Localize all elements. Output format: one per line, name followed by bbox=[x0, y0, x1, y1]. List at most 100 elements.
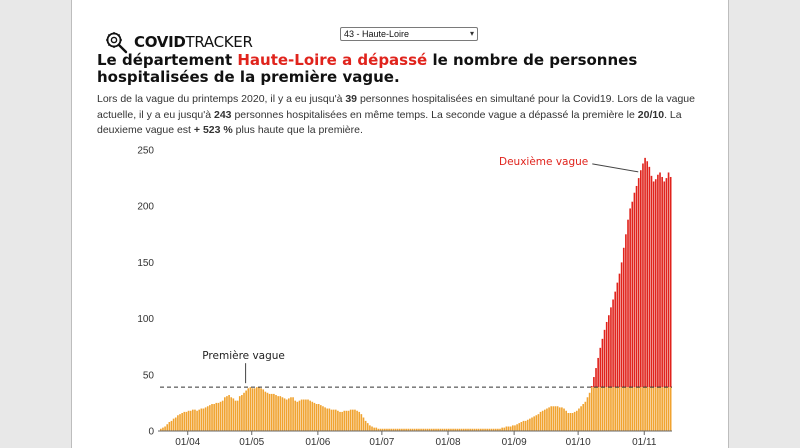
bar bbox=[360, 414, 363, 431]
bar bbox=[584, 401, 587, 431]
bar bbox=[420, 428, 422, 431]
bar bbox=[492, 428, 495, 431]
bar-excess bbox=[595, 368, 597, 388]
bar bbox=[622, 387, 625, 431]
bar bbox=[595, 387, 597, 431]
bar-excess bbox=[625, 234, 627, 388]
bar bbox=[507, 426, 510, 431]
bar bbox=[320, 405, 322, 431]
bar bbox=[177, 415, 179, 431]
bar-excess bbox=[657, 174, 659, 388]
bar bbox=[313, 402, 316, 431]
bar bbox=[317, 404, 320, 431]
bar bbox=[637, 387, 640, 431]
bar bbox=[302, 399, 305, 431]
x-tick-label: 01/10 bbox=[566, 437, 591, 448]
bar bbox=[198, 409, 201, 431]
bar bbox=[281, 397, 284, 431]
bar bbox=[465, 428, 467, 431]
bar bbox=[659, 387, 661, 431]
summary-paragraph: Lors de la vague du printemps 2020, il y… bbox=[97, 93, 695, 136]
bar bbox=[620, 387, 623, 431]
bar bbox=[379, 428, 382, 431]
bar bbox=[300, 399, 303, 431]
bar bbox=[541, 410, 544, 431]
bar bbox=[490, 428, 493, 431]
bar-excess bbox=[650, 175, 653, 388]
bar bbox=[435, 428, 437, 431]
bar bbox=[599, 387, 602, 431]
bar-excess bbox=[663, 181, 666, 388]
bar bbox=[407, 428, 410, 431]
bar bbox=[396, 428, 399, 431]
first-peak-value: 39 bbox=[345, 93, 358, 105]
bar bbox=[285, 399, 288, 431]
bar bbox=[405, 428, 407, 431]
second-wave-pointer bbox=[592, 163, 639, 173]
bar bbox=[669, 387, 672, 431]
bar bbox=[480, 428, 482, 431]
bar bbox=[499, 428, 501, 431]
x-tick-label: 01/05 bbox=[239, 437, 264, 448]
bar-excess bbox=[631, 201, 634, 388]
bar bbox=[413, 428, 416, 431]
bar-excess bbox=[612, 299, 614, 388]
bar bbox=[618, 387, 621, 431]
bar bbox=[524, 420, 527, 431]
bar bbox=[411, 428, 414, 431]
bar bbox=[373, 427, 375, 431]
bar bbox=[221, 400, 224, 431]
bar-excess bbox=[603, 329, 606, 388]
bar bbox=[450, 428, 452, 431]
bar bbox=[567, 413, 570, 431]
bar bbox=[232, 398, 235, 431]
bar bbox=[650, 387, 653, 431]
bar bbox=[277, 396, 279, 431]
bar bbox=[597, 387, 599, 431]
bar bbox=[576, 410, 578, 431]
bar bbox=[445, 428, 448, 431]
y-tick-label: 150 bbox=[137, 258, 154, 269]
bar bbox=[437, 428, 439, 431]
department-select[interactable]: 43 - Haute-Loire ▾ bbox=[340, 27, 478, 41]
bar bbox=[546, 408, 548, 431]
bar bbox=[590, 387, 593, 431]
chevron-down-icon: ▾ bbox=[469, 29, 474, 38]
bar bbox=[588, 392, 591, 431]
bar bbox=[569, 413, 572, 431]
bar bbox=[358, 411, 361, 431]
bar bbox=[347, 410, 350, 431]
bar bbox=[330, 409, 333, 431]
bar bbox=[516, 424, 518, 431]
bar bbox=[234, 400, 237, 431]
bar bbox=[213, 404, 215, 431]
app-logo[interactable]: COVIDTRACKER bbox=[104, 28, 253, 56]
bar bbox=[352, 409, 354, 431]
bar bbox=[401, 428, 403, 431]
x-tick-label: 01/06 bbox=[305, 437, 330, 448]
bar bbox=[535, 415, 538, 431]
bar bbox=[332, 409, 335, 431]
bar bbox=[388, 428, 390, 431]
bar bbox=[573, 411, 576, 431]
x-tick-label: 01/09 bbox=[502, 437, 527, 448]
bar bbox=[501, 427, 503, 431]
bar-excess bbox=[627, 219, 629, 388]
bar-excess bbox=[637, 178, 640, 388]
bar bbox=[614, 387, 617, 431]
bar bbox=[512, 425, 514, 431]
bar-excess bbox=[599, 347, 602, 388]
bar bbox=[260, 388, 262, 431]
bar bbox=[558, 407, 561, 431]
bar bbox=[394, 428, 397, 431]
bar bbox=[422, 428, 425, 431]
bar bbox=[328, 408, 331, 431]
bar bbox=[452, 428, 454, 431]
bar bbox=[571, 413, 574, 431]
bar bbox=[307, 399, 309, 431]
bar bbox=[392, 428, 395, 431]
bar bbox=[458, 428, 461, 431]
bar bbox=[586, 397, 589, 431]
bar-excess bbox=[590, 386, 593, 388]
bar bbox=[554, 406, 557, 431]
